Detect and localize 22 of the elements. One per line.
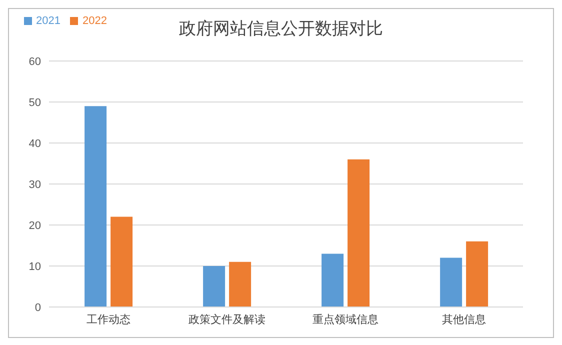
y-tick-label: 0 bbox=[34, 302, 41, 314]
y-tick-label: 20 bbox=[28, 220, 41, 232]
x-tick-label: 政策文件及解读 bbox=[188, 312, 266, 326]
y-tick-label: 10 bbox=[28, 260, 41, 273]
bar bbox=[440, 258, 462, 307]
y-tick-label: 40 bbox=[28, 138, 41, 150]
bar bbox=[84, 106, 107, 307]
y-tick-label: 60 bbox=[28, 56, 41, 68]
bar bbox=[466, 241, 488, 307]
legend-label: 2021 bbox=[36, 15, 60, 27]
bar bbox=[322, 254, 344, 307]
bar bbox=[348, 159, 370, 307]
bar bbox=[203, 266, 226, 307]
bar bbox=[229, 262, 252, 307]
chart-title: 政府网站信息公开数据对比 bbox=[179, 19, 383, 38]
x-tick-label: 工作动态 bbox=[86, 312, 130, 326]
y-tick-label: 30 bbox=[28, 178, 41, 191]
y-tick-label: 50 bbox=[28, 96, 41, 109]
x-tick-label: 重点领域信息 bbox=[312, 312, 378, 326]
x-tick-label: 其他信息 bbox=[442, 312, 486, 326]
legend-label: 2022 bbox=[82, 15, 107, 27]
bar bbox=[110, 216, 133, 307]
